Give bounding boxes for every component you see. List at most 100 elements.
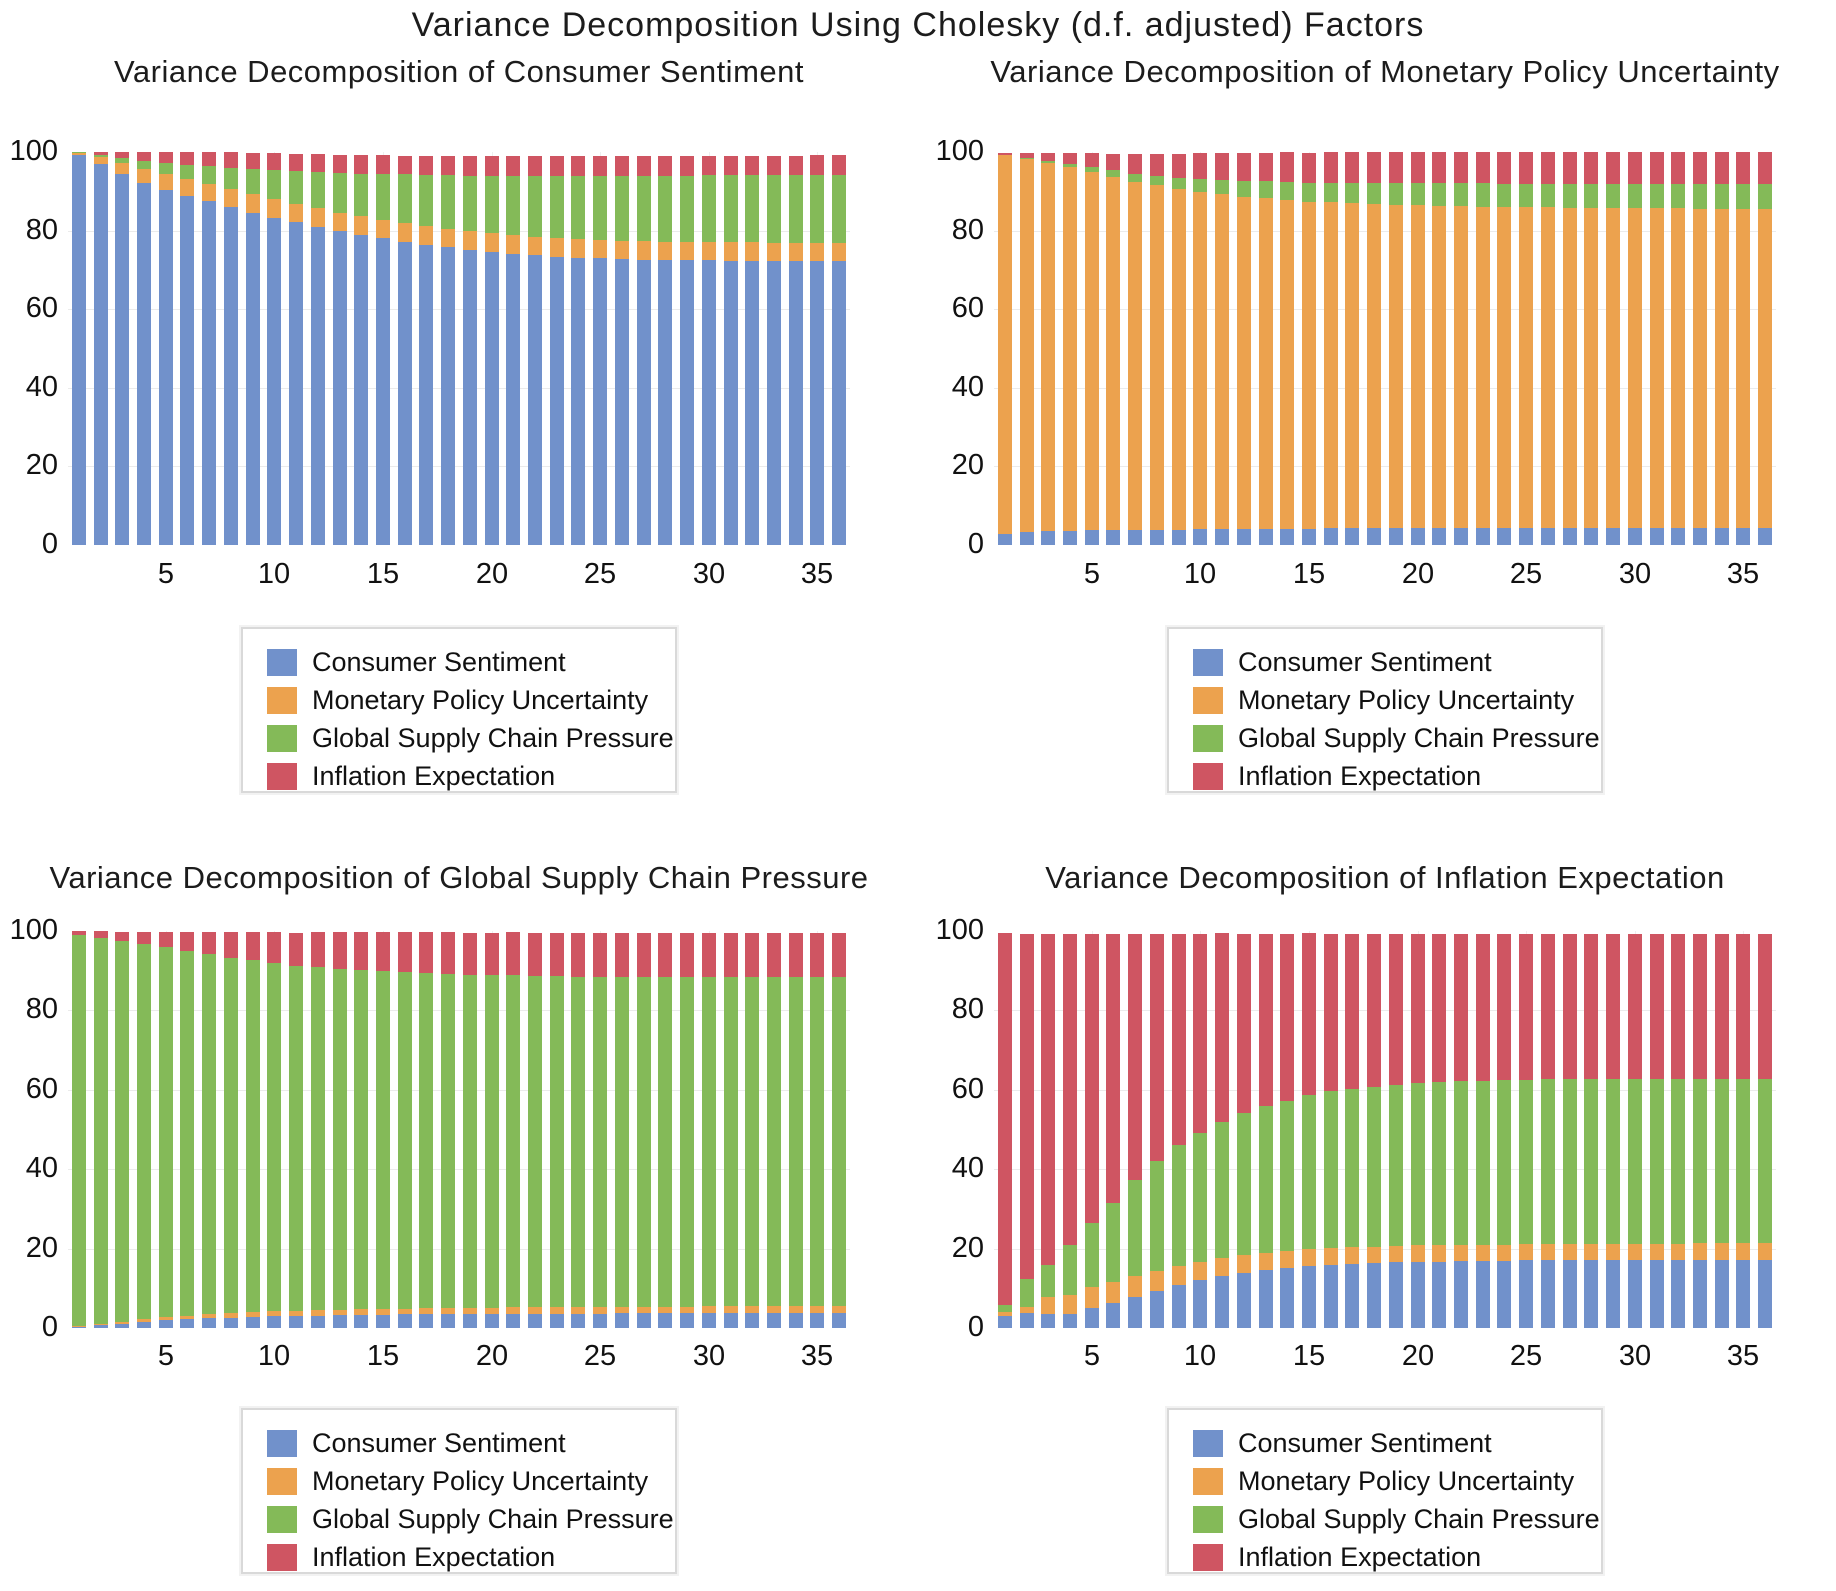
inflation-expectation-segment [246,152,260,169]
monetary-policy-uncertainty-segment [658,241,672,261]
consumer-sentiment-segment [1432,1261,1446,1328]
consumer-sentiment-segment [1432,528,1446,545]
bar-9 [1172,153,1186,545]
subplot-title: Variance Decomposition of Global Supply … [49,860,869,895]
bar-9 [246,932,260,1328]
monetary-policy-uncertainty-segment [571,239,585,258]
monetary-policy-uncertainty-segment [1541,1244,1555,1261]
inflation-expectation-segment [593,156,607,176]
y-axis-tick-label: 80 [951,993,984,1025]
inflation-expectation-segment [615,932,629,977]
bar-36 [1758,933,1772,1328]
consumer-sentiment-segment [832,261,846,545]
global-supply-chain-pressure-segment [658,977,672,1307]
consumer-sentiment-segment [637,1313,651,1328]
monetary-policy-uncertainty-segment [1519,207,1533,529]
global-supply-chain-pressure-segment [1302,182,1316,202]
inflation-expectation-segment [398,155,412,175]
inflation-expectation-segment [1106,153,1120,171]
global-supply-chain-pressure-segment [998,1304,1012,1312]
monetary-policy-uncertainty-segment [289,1310,303,1317]
inflation-expectation-segment [593,932,607,977]
inflation-expectation-segment [1650,933,1664,1080]
legend-item-label: Consumer Sentiment [1238,1427,1492,1458]
global-supply-chain-pressure-segment [441,973,455,1308]
consumer-sentiment-segment [998,533,1012,545]
consumer-sentiment-swatch [1193,1429,1223,1457]
consumer-sentiment-segment [615,1313,629,1328]
consumer-sentiment-segment [767,261,781,545]
legend-item: Global Supply Chain Pressure [267,719,674,757]
bar-34 [789,932,803,1328]
consumer-sentiment-segment [1302,528,1316,545]
global-supply-chain-pressure-segment [1628,184,1642,209]
inflation-expectation-segment [1106,933,1120,1203]
consumer-sentiment-segment [528,255,542,545]
bar-4 [137,152,151,545]
consumer-sentiment-segment [810,1313,824,1328]
legend-item-label: Consumer Sentiment [312,646,566,677]
monetary-policy-uncertainty-segment [1432,1245,1446,1262]
bar-23 [1476,933,1490,1328]
global-supply-chain-pressure-segment [1432,183,1446,206]
global-supply-chain-pressure-segment [1150,1160,1164,1272]
global-supply-chain-pressure-segment [267,962,281,1312]
legend-item-label: Consumer Sentiment [312,1427,566,1458]
gridline-horizontal [68,309,850,310]
consumer-sentiment-segment [311,1315,325,1328]
global-supply-chain-pressure-segment [832,977,846,1307]
inflation-expectation-segment [289,153,303,172]
bar-33 [767,932,781,1328]
consumer-sentiment-segment [593,1313,607,1328]
monetary-policy-uncertainty-segment [832,1306,846,1314]
consumer-sentiment-segment [1128,530,1142,545]
monetary-policy-uncertainty-segment [1020,159,1034,533]
consumer-sentiment-segment [724,1313,738,1328]
inflation-expectation-segment [1758,933,1772,1079]
inflation-expectation-segment [1259,152,1273,182]
monetary-policy-uncertainty-segment [1650,208,1664,529]
bar-29 [1606,152,1620,545]
monetary-policy-uncertainty-segment [724,1306,738,1314]
global-supply-chain-pressure-segment [224,957,238,1314]
inflation-expectation-segment [1193,153,1207,179]
monetary-policy-uncertainty-segment [485,1307,499,1315]
legend-item-label: Monetary Policy Uncertainty [312,1465,649,1496]
consumer-sentiment-segment [637,259,651,545]
legend-item: Inflation Expectation [267,757,665,795]
x-axis-tick-label: 10 [257,558,291,590]
consumer-sentiment-segment [1128,1297,1142,1328]
legend-item-label: Inflation Expectation [312,760,556,791]
inflation-expectation-segment [1715,933,1729,1079]
consumer-sentiment-segment [159,190,173,545]
inflation-expectation-segment [94,931,108,938]
inflation-expectation-segment [267,153,281,171]
consumer-sentiment-segment [789,261,803,545]
inflation-expectation-segment [1280,933,1294,1101]
bar-3 [1041,933,1055,1328]
monetary-policy-uncertainty-segment [224,188,238,207]
global-supply-chain-pressure-segment [615,976,629,1307]
inflation-expectation-segment [1085,153,1099,168]
monetary-policy-uncertainty-segment [72,152,86,155]
inflation-expectation-segment [1041,152,1055,161]
consumer-sentiment-segment [441,247,455,545]
inflation-expectation-segment [1172,933,1186,1145]
global-supply-chain-pressure-segment [1193,178,1207,192]
inflation-expectation-segment [267,932,281,963]
consumer-sentiment-segment [1193,529,1207,545]
bar-12 [311,154,325,545]
inflation-expectation-segment [1497,152,1511,184]
bar-32 [745,155,759,545]
inflation-expectation-segment [1193,933,1207,1133]
inflation-expectation-segment [1541,152,1555,184]
bar-25 [593,156,607,545]
bar-13 [333,154,347,545]
consumer-sentiment-segment [658,1313,672,1328]
inflation-expectation-segment [398,932,412,973]
x-axis-tick-label: 15 [366,1340,400,1372]
global-supply-chain-pressure-segment [289,171,303,204]
inflation-expectation-segment [289,932,303,966]
monetary-policy-uncertainty-segment [267,199,281,218]
inflation-expectation-swatch [267,762,297,790]
